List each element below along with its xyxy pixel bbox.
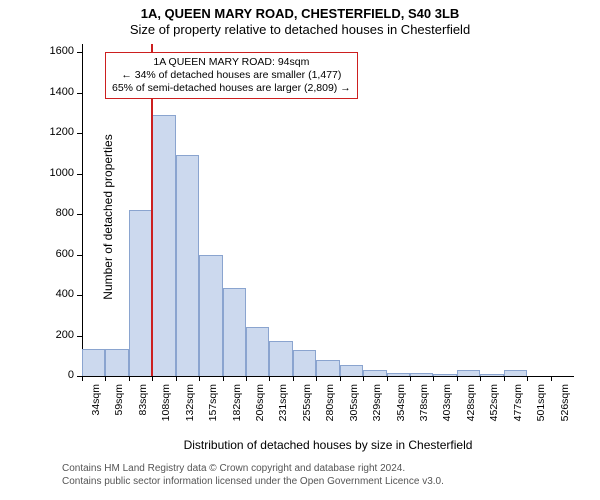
x-tick-label: 231sqm <box>277 384 289 434</box>
x-tick <box>387 376 388 381</box>
x-tick-label: 452sqm <box>488 384 500 434</box>
histogram-bar <box>105 349 128 376</box>
histogram-bar <box>246 327 269 376</box>
y-tick <box>77 52 82 53</box>
x-tick <box>527 376 528 381</box>
y-tick-label: 600 <box>40 248 74 260</box>
x-tick <box>105 376 106 381</box>
x-tick-label: 132sqm <box>184 384 196 434</box>
y-tick-label: 400 <box>40 288 74 300</box>
histogram-bar <box>316 360 339 376</box>
x-tick-label: 206sqm <box>254 384 266 434</box>
y-tick-label: 1400 <box>40 86 74 98</box>
y-tick <box>77 174 82 175</box>
histogram-bar <box>223 288 246 376</box>
x-tick-label: 83sqm <box>137 384 149 434</box>
y-tick <box>77 214 82 215</box>
histogram-bar <box>410 373 433 376</box>
y-tick-label: 1200 <box>40 126 74 138</box>
y-tick <box>77 133 82 134</box>
histogram-bar <box>457 370 480 376</box>
x-tick <box>504 376 505 381</box>
histogram-bar <box>504 370 527 376</box>
x-tick <box>457 376 458 381</box>
x-tick-label: 428sqm <box>465 384 477 434</box>
x-tick-label: 34sqm <box>90 384 102 434</box>
x-tick-label: 477sqm <box>512 384 524 434</box>
x-tick-label: 59sqm <box>113 384 125 434</box>
histogram-bar <box>387 373 410 376</box>
chart-supertitle: 1A, QUEEN MARY ROAD, CHESTERFIELD, S40 3… <box>0 6 600 21</box>
y-tick-label: 0 <box>40 369 74 381</box>
x-tick <box>340 376 341 381</box>
y-tick-label: 800 <box>40 207 74 219</box>
x-tick-label: 329sqm <box>371 384 383 434</box>
x-tick-label: 354sqm <box>395 384 407 434</box>
histogram-bar <box>199 255 222 376</box>
x-tick <box>293 376 294 381</box>
histogram-bar <box>176 155 199 376</box>
x-tick <box>316 376 317 381</box>
x-tick <box>129 376 130 381</box>
footer-line: Contains HM Land Registry data © Crown c… <box>62 462 444 475</box>
license-footer: Contains HM Land Registry data © Crown c… <box>62 462 444 488</box>
x-tick <box>269 376 270 381</box>
x-tick <box>176 376 177 381</box>
histogram-bar <box>480 374 503 376</box>
x-axis-line <box>82 376 574 377</box>
histogram-bar <box>82 349 105 376</box>
x-tick <box>551 376 552 381</box>
x-tick <box>199 376 200 381</box>
x-tick <box>152 376 153 381</box>
x-tick <box>410 376 411 381</box>
x-tick <box>82 376 83 381</box>
x-tick-label: 526sqm <box>559 384 571 434</box>
x-tick-label: 157sqm <box>207 384 219 434</box>
footer-line: Contains public sector information licen… <box>62 475 444 488</box>
x-axis-title: Distribution of detached houses by size … <box>82 438 574 452</box>
x-tick <box>246 376 247 381</box>
histogram-bar <box>433 374 456 376</box>
x-tick <box>223 376 224 381</box>
histogram-bar <box>129 210 152 376</box>
x-tick-label: 305sqm <box>348 384 360 434</box>
x-tick <box>480 376 481 381</box>
x-tick-label: 403sqm <box>441 384 453 434</box>
y-tick <box>77 336 82 337</box>
annotation-line: 1A QUEEN MARY ROAD: 94sqm <box>112 56 351 69</box>
x-tick-label: 108sqm <box>160 384 172 434</box>
y-tick <box>77 255 82 256</box>
x-tick <box>433 376 434 381</box>
histogram-bar <box>363 370 386 376</box>
x-tick-label: 280sqm <box>324 384 336 434</box>
x-tick <box>363 376 364 381</box>
histogram-bar <box>293 350 316 376</box>
y-tick-label: 200 <box>40 329 74 341</box>
histogram-bar <box>152 115 175 376</box>
y-axis-title: Number of detached properties <box>101 117 115 317</box>
chart-title: Size of property relative to detached ho… <box>0 22 600 37</box>
x-tick-label: 255sqm <box>301 384 313 434</box>
y-tick-label: 1000 <box>40 167 74 179</box>
marker-annotation-box: 1A QUEEN MARY ROAD: 94sqm← 34% of detach… <box>105 52 358 99</box>
histogram-bar <box>340 365 363 376</box>
y-tick <box>77 295 82 296</box>
y-tick-label: 1600 <box>40 45 74 57</box>
y-axis-line <box>82 44 83 376</box>
x-tick-label: 378sqm <box>418 384 430 434</box>
histogram-bar <box>269 341 292 376</box>
x-tick-label: 501sqm <box>535 384 547 434</box>
x-tick-label: 182sqm <box>231 384 243 434</box>
y-tick <box>77 93 82 94</box>
annotation-line: 65% of semi-detached houses are larger (… <box>112 82 351 95</box>
annotation-line: ← 34% of detached houses are smaller (1,… <box>112 69 351 82</box>
